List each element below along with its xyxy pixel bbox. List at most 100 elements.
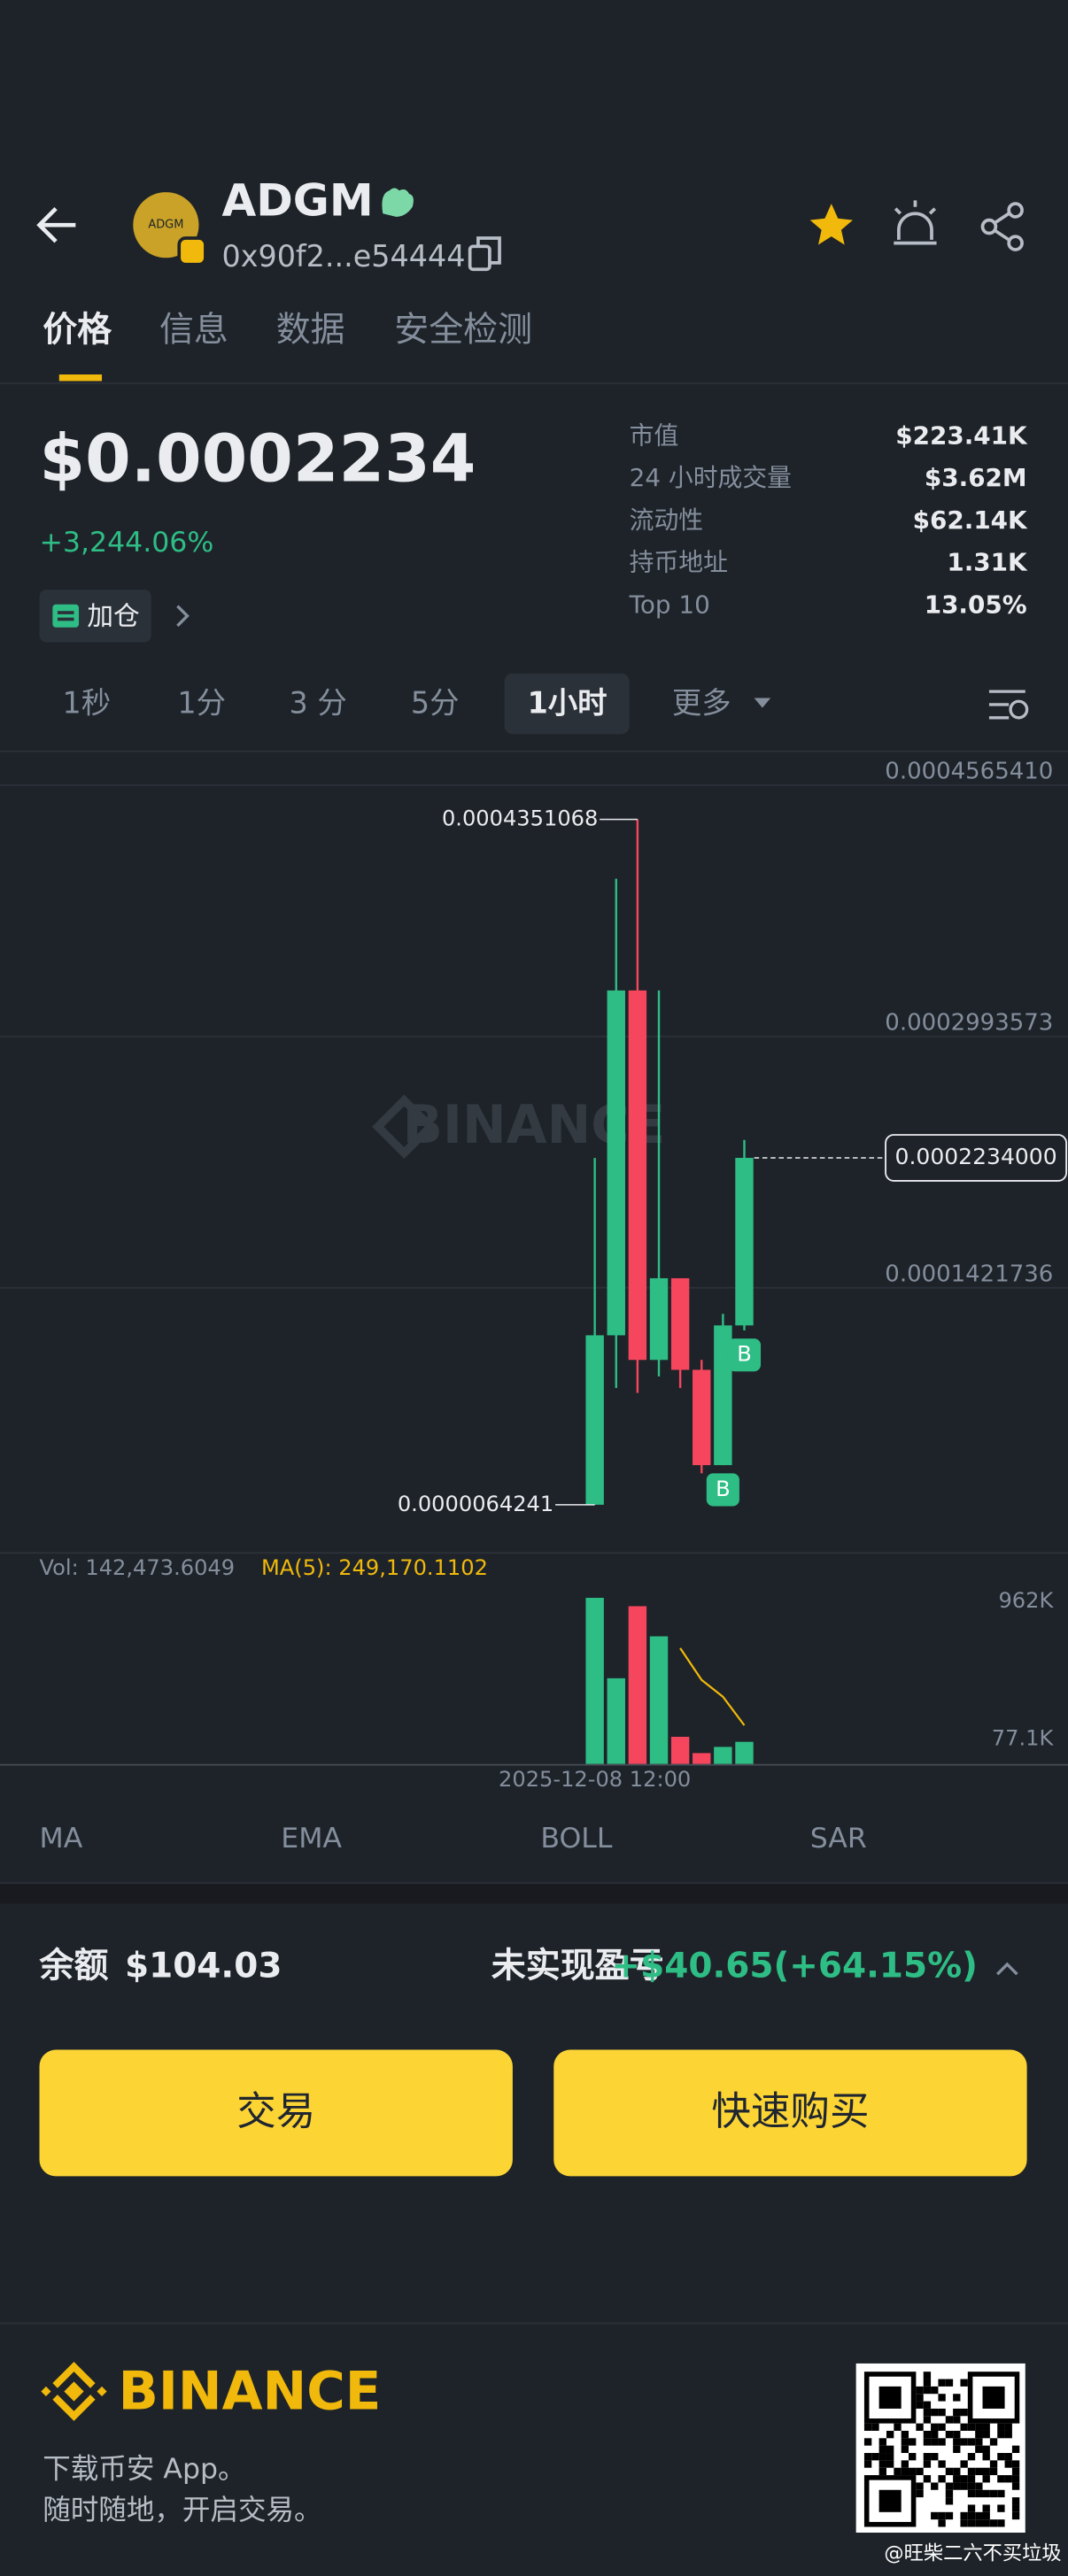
tab[interactable]: 信息 bbox=[159, 310, 228, 350]
quick-buy-button[interactable]: 快速购买 bbox=[553, 2049, 1027, 2177]
qr-cell bbox=[953, 2430, 961, 2439]
indicator[interactable]: SAR bbox=[810, 1823, 867, 1855]
token-address: 0x90f2...e54444 bbox=[221, 239, 465, 274]
qr-cell bbox=[894, 2467, 902, 2476]
qr-cell bbox=[938, 2511, 946, 2520]
qr-cell bbox=[960, 2460, 968, 2468]
volume-bar bbox=[714, 1747, 732, 1764]
qr-cell bbox=[967, 2511, 976, 2520]
qr-cell bbox=[931, 2453, 939, 2461]
stat-value: $223.41K bbox=[895, 421, 1028, 451]
current-price: $0.0002234 bbox=[40, 420, 476, 497]
tab[interactable]: 数据 bbox=[276, 310, 345, 350]
favorite-star[interactable] bbox=[809, 204, 853, 245]
chart-settings-icon[interactable] bbox=[988, 690, 1029, 720]
volume-bar bbox=[607, 1677, 625, 1764]
footer-brand: BINANCE bbox=[119, 2361, 382, 2422]
qr-cell bbox=[967, 2438, 976, 2446]
back-button[interactable] bbox=[36, 207, 76, 243]
qr-cell bbox=[1011, 2504, 1020, 2512]
qr-cell bbox=[967, 2489, 976, 2498]
buy-marker: B bbox=[737, 1342, 752, 1367]
qr-cell bbox=[975, 2467, 983, 2476]
qr-cell bbox=[938, 2379, 946, 2387]
qr-cell bbox=[945, 2379, 954, 2387]
logo-text: ADGM bbox=[148, 219, 183, 232]
qr-cell bbox=[997, 2489, 1005, 2498]
interval[interactable]: 1小时 bbox=[528, 685, 608, 720]
tab[interactable]: 价格 bbox=[43, 310, 112, 350]
button-label: 交易 bbox=[236, 2089, 315, 2134]
price-tick-label: 0.0002993573 bbox=[885, 1009, 1053, 1036]
qr-cell bbox=[916, 2394, 924, 2402]
qr-cell bbox=[953, 2438, 961, 2446]
qr-cell bbox=[931, 2430, 939, 2439]
low-price-label: 0.0000064241 bbox=[398, 1492, 553, 1516]
collapse-icon[interactable] bbox=[996, 1962, 1018, 1976]
qr-cell bbox=[931, 2386, 939, 2395]
interval[interactable]: 5分 bbox=[411, 685, 460, 720]
balance-label: 余额 bbox=[39, 1946, 109, 1986]
qr-cell bbox=[997, 2453, 1005, 2461]
qr-cell bbox=[901, 2460, 909, 2468]
qr-cell bbox=[989, 2438, 998, 2446]
qr-cell bbox=[945, 2467, 954, 2476]
qr-cell bbox=[901, 2467, 909, 2476]
dropdown-caret bbox=[754, 698, 771, 708]
button-label: 快速购买 bbox=[711, 2089, 869, 2134]
qr-cell bbox=[916, 2482, 924, 2490]
last-price-box bbox=[885, 1134, 1068, 1182]
indicator[interactable]: EMA bbox=[281, 1823, 342, 1855]
trade-button[interactable]: 交易 bbox=[39, 2049, 513, 2177]
qr-cell bbox=[901, 2430, 909, 2439]
qr-cell bbox=[982, 2423, 990, 2431]
pnl-label: 未实现盈亏 bbox=[491, 1946, 664, 1986]
share-icon[interactable] bbox=[980, 202, 1024, 251]
indicator[interactable]: MA bbox=[40, 1823, 83, 1855]
qr-cell bbox=[945, 2497, 954, 2505]
qr-cell bbox=[953, 2394, 961, 2402]
qr-finder bbox=[982, 2386, 1005, 2409]
buy-marker-bg bbox=[727, 1338, 762, 1372]
qr-cell bbox=[953, 2445, 961, 2454]
qr-cell bbox=[909, 2453, 917, 2461]
qr-cell bbox=[997, 2423, 1005, 2431]
qr-cell bbox=[975, 2430, 983, 2439]
qr-cell bbox=[871, 2453, 879, 2461]
hand-icon bbox=[382, 188, 414, 217]
qr-cell bbox=[863, 2423, 872, 2431]
volume-tick-label: 77.1K bbox=[992, 1725, 1055, 1750]
interval[interactable]: 1分 bbox=[177, 685, 226, 720]
qr-cell bbox=[1004, 2423, 1012, 2431]
interval[interactable]: 3 分 bbox=[290, 685, 347, 720]
stat-label: 24 小时成交量 bbox=[630, 463, 792, 492]
qr-cell bbox=[923, 2416, 932, 2424]
qr-cell bbox=[931, 2511, 939, 2520]
copy-icon[interactable] bbox=[468, 236, 501, 272]
qr-cell bbox=[916, 2489, 924, 2498]
qr-cell bbox=[886, 2430, 894, 2439]
tab[interactable]: 安全检测 bbox=[394, 310, 532, 350]
chevron bbox=[176, 605, 190, 628]
token-symbol: ADGM bbox=[221, 175, 373, 227]
qr-cell bbox=[1011, 2475, 1020, 2483]
interval[interactable]: 更多 bbox=[672, 685, 731, 720]
qr-cell bbox=[916, 2423, 924, 2431]
qr-cell bbox=[967, 2453, 976, 2461]
qr-cell bbox=[967, 2519, 976, 2527]
qr-finder bbox=[878, 2489, 902, 2512]
qr-cell bbox=[1011, 2467, 1020, 2476]
price-tick-label: 0.0001421736 bbox=[885, 1261, 1053, 1287]
qr-cell bbox=[953, 2475, 961, 2483]
indicator[interactable]: BOLL bbox=[540, 1823, 612, 1855]
qr-cell bbox=[982, 2511, 990, 2520]
interval[interactable]: 1秒 bbox=[63, 685, 112, 720]
qr-cell bbox=[863, 2453, 872, 2461]
candle-body bbox=[714, 1325, 732, 1466]
volume-bar bbox=[670, 1736, 690, 1764]
alert-icon[interactable] bbox=[894, 200, 937, 245]
stat-label: 流动性 bbox=[630, 505, 704, 535]
balance-value: $104.03 bbox=[125, 1946, 282, 1986]
add-position-button[interactable]: 加仓 bbox=[39, 590, 151, 643]
